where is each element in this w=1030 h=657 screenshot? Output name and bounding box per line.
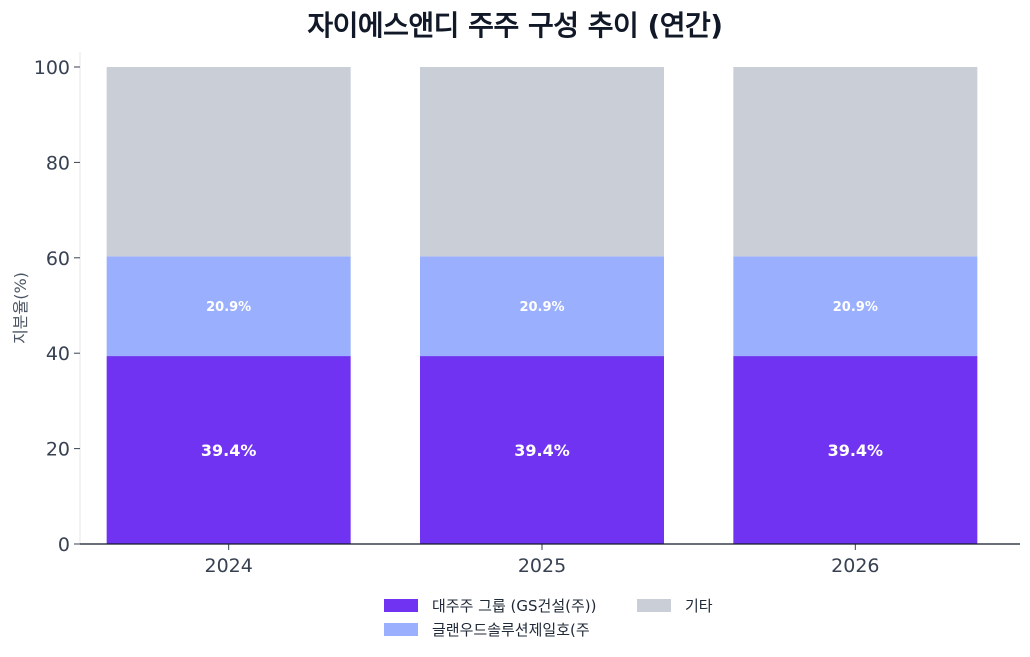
bar-segment: [733, 356, 978, 544]
data-label: 39.4%: [828, 441, 884, 460]
x-tick-label: 2024: [204, 555, 252, 577]
legend-item-major-shareholder: 대주주 그룹 (GS건설(주)): [384, 595, 597, 616]
x-tick-label: 2025: [518, 555, 566, 577]
legend-label-glenwood: 글랜우드솔루션제일호(주: [432, 621, 590, 639]
y-tick-label: 40: [46, 343, 70, 365]
legend-item-other: 기타: [637, 595, 713, 616]
bar-segment: [106, 356, 351, 544]
bar-segment: [420, 67, 664, 257]
bar-segment: [420, 356, 664, 544]
legend-swatch-major-shareholder: [384, 599, 418, 612]
data-label: 39.4%: [514, 441, 570, 460]
bar-segment: [420, 256, 664, 357]
data-label: 20.9%: [833, 300, 878, 315]
x-tick-label: 2026: [831, 555, 879, 577]
bar-segment: [106, 256, 351, 357]
legend-swatch-other: [637, 599, 671, 612]
legend-label-major-shareholder: 대주주 그룹 (GS건설(주)): [432, 597, 597, 615]
y-tick-label: 100: [34, 57, 70, 79]
chart-legend: 대주주 그룹 (GS건설(주)) 글랜우드솔루션제일호(주 기타: [384, 595, 744, 643]
y-tick-label: 0: [58, 534, 70, 556]
data-label: 39.4%: [201, 441, 257, 460]
legend-swatch-glenwood: [384, 623, 418, 636]
y-tick-label: 60: [46, 248, 70, 270]
data-label: 20.9%: [206, 300, 251, 315]
legend-label-other: 기타: [685, 597, 713, 615]
bar-segment: [733, 67, 978, 257]
y-axis-label: 지분율(%): [11, 272, 30, 344]
y-tick-label: 80: [46, 152, 70, 174]
y-tick-label: 20: [46, 439, 70, 461]
bar-segment: [106, 67, 351, 257]
chart-title: 자이에스앤디 주주 구성 추이 (연간): [307, 9, 723, 42]
bar-segment: [733, 256, 978, 357]
data-label: 20.9%: [519, 300, 564, 315]
legend-item-glenwood: 글랜우드솔루션제일호(주: [384, 619, 590, 640]
